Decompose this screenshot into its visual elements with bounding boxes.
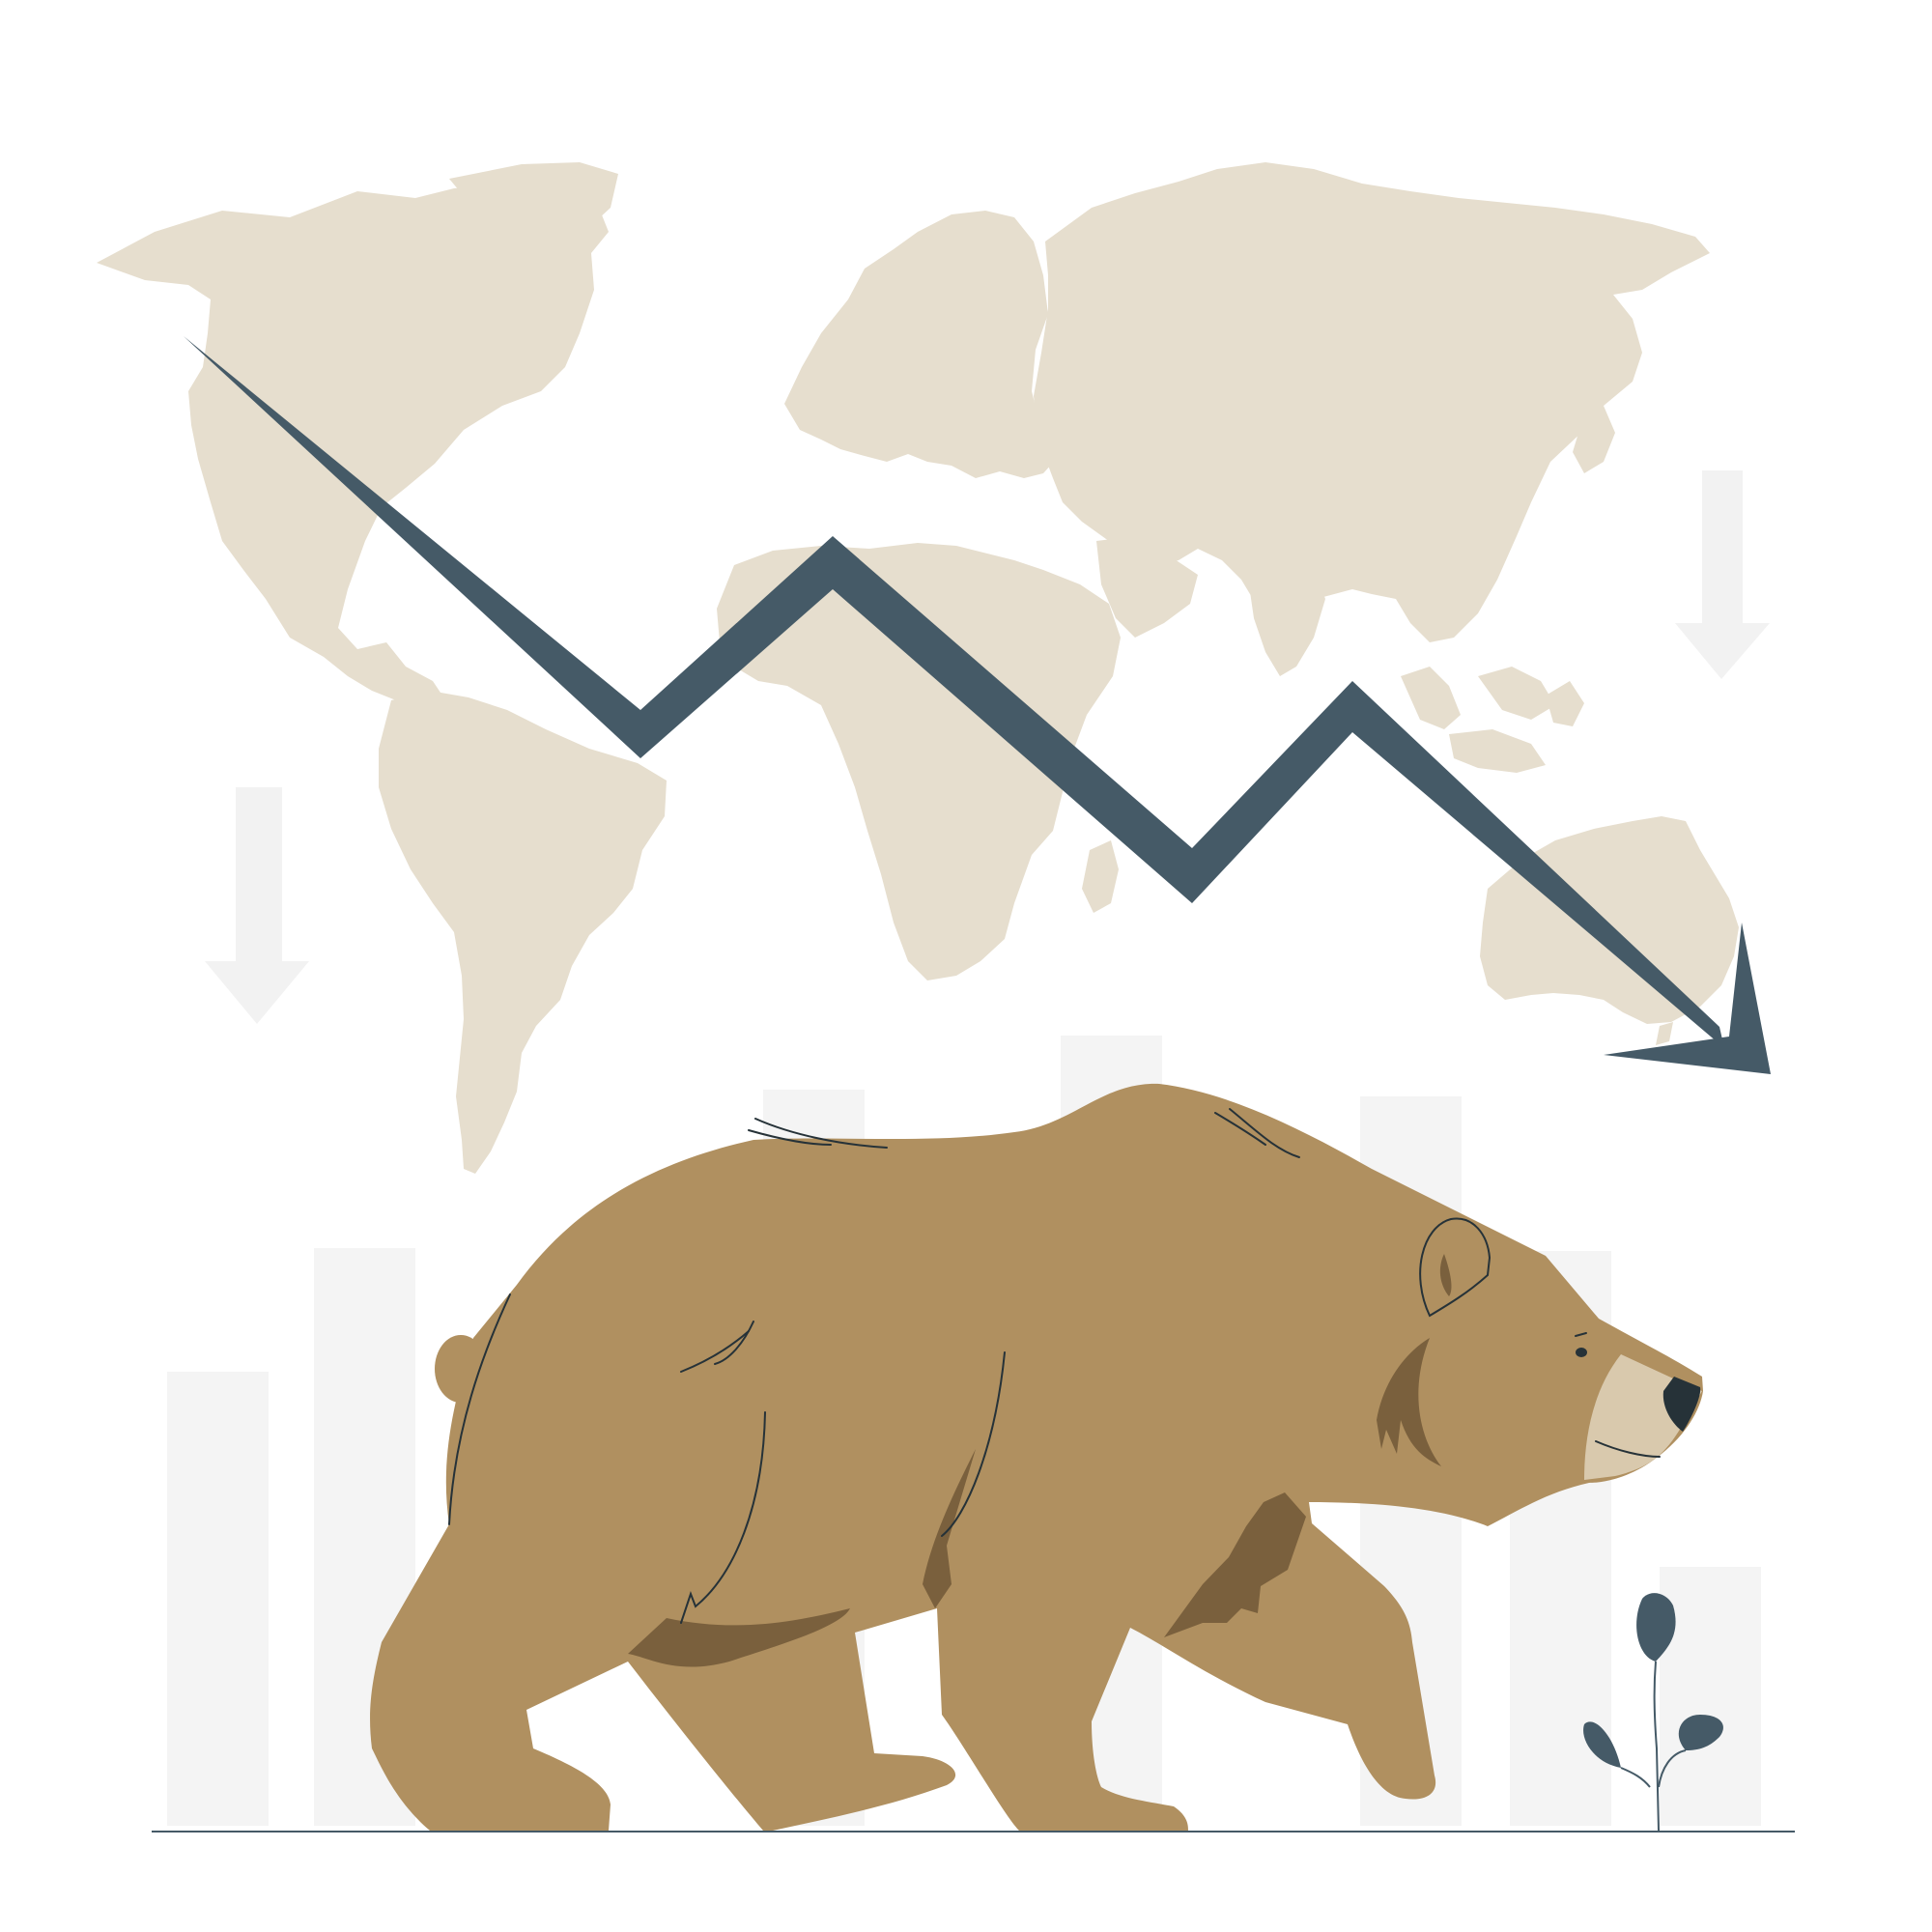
continent-greenland <box>449 162 618 263</box>
bear-belly-line <box>680 1411 766 1624</box>
continent-north-america <box>97 184 609 744</box>
plant-stem <box>1658 1749 1687 1788</box>
continent-new-zealand <box>1656 1022 1673 1045</box>
continent-madagascar <box>1082 840 1119 913</box>
bear-shoulder-line <box>714 1321 754 1365</box>
plant-stem <box>1653 1661 1660 1832</box>
leaf-icon <box>1678 1715 1723 1750</box>
continent-southeast-asia <box>1401 667 1584 773</box>
trend-arrow <box>184 336 1771 1074</box>
bear-mouth-line <box>1595 1440 1661 1458</box>
bear-leg-line <box>941 1351 1006 1537</box>
bear-cheek-shadow <box>1377 1338 1441 1466</box>
bear-ear <box>1419 1217 1492 1318</box>
continent-europe <box>784 211 1063 478</box>
trend-line <box>184 336 1724 1048</box>
bear-back-leg-shadow <box>628 1608 850 1667</box>
continent-arabia <box>1096 536 1198 638</box>
bear-fur-line <box>754 1118 888 1149</box>
continent-asia <box>1034 162 1710 642</box>
background-down-arrows <box>205 470 1770 1024</box>
continent-south-america <box>379 691 667 1174</box>
plant <box>1583 1593 1723 1832</box>
down-arrow-icon <box>205 787 309 1024</box>
continent-india <box>1246 555 1325 676</box>
bear-inner-ear <box>1439 1254 1452 1296</box>
down-arrow-icon <box>1675 470 1770 679</box>
bear <box>370 1083 1704 1831</box>
continent-africa <box>717 543 1121 980</box>
continent-japan <box>1573 406 1615 473</box>
arrow-head-icon <box>1604 923 1771 1074</box>
leaf-icon <box>1636 1593 1676 1662</box>
bear-fur-line <box>1214 1112 1266 1146</box>
background-bar <box>1660 1567 1761 1826</box>
bear-shoulder-line <box>680 1330 750 1373</box>
bear-eye <box>1576 1348 1587 1357</box>
bear-eyebrow <box>1575 1332 1587 1337</box>
background-bar <box>167 1372 269 1826</box>
world-map <box>97 162 1739 1174</box>
bear-fur-line <box>1229 1108 1300 1158</box>
leaf-icon <box>1583 1721 1621 1768</box>
plant-stem <box>1620 1767 1651 1788</box>
bear-fur-line <box>748 1129 832 1146</box>
bear-body <box>370 1083 1704 1831</box>
bear-chest-shadow <box>1164 1492 1306 1637</box>
bear-nose <box>1662 1377 1701 1432</box>
bear-body-outline <box>448 1293 511 1525</box>
